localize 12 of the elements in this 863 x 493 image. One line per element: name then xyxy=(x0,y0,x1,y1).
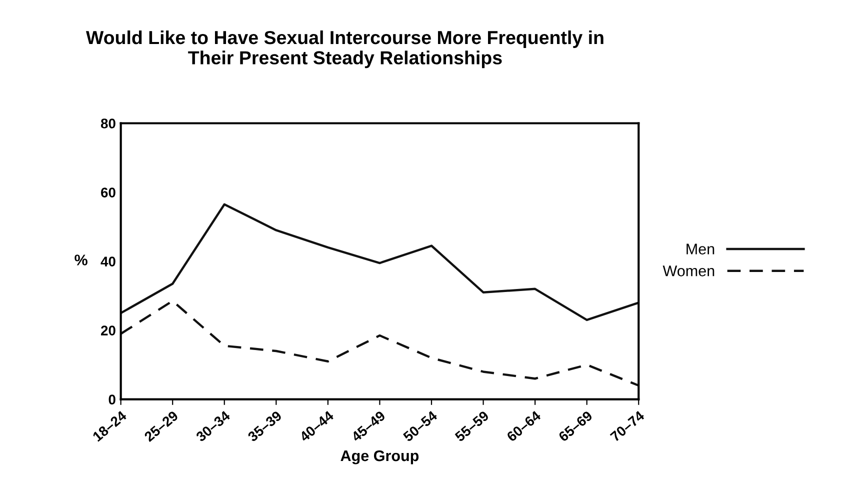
y-tick-label: 0 xyxy=(108,394,116,404)
line-series xyxy=(120,300,639,387)
y-axis-title: % xyxy=(74,254,88,266)
chart-title: Would Like to Have Sexual Intercourse More Frequently in Their Present Steady Relationships xyxy=(86,30,604,68)
y-tick-label: 20 xyxy=(100,326,116,336)
legend-label: Women xyxy=(662,266,714,276)
legend-label: Men xyxy=(686,244,714,254)
y-tick-label: 60 xyxy=(101,188,116,198)
y-tick-label: 40 xyxy=(100,256,116,266)
x-axis-title: Age Group xyxy=(340,450,419,464)
line-series xyxy=(120,203,639,322)
y-tick-label: 80 xyxy=(100,118,116,128)
